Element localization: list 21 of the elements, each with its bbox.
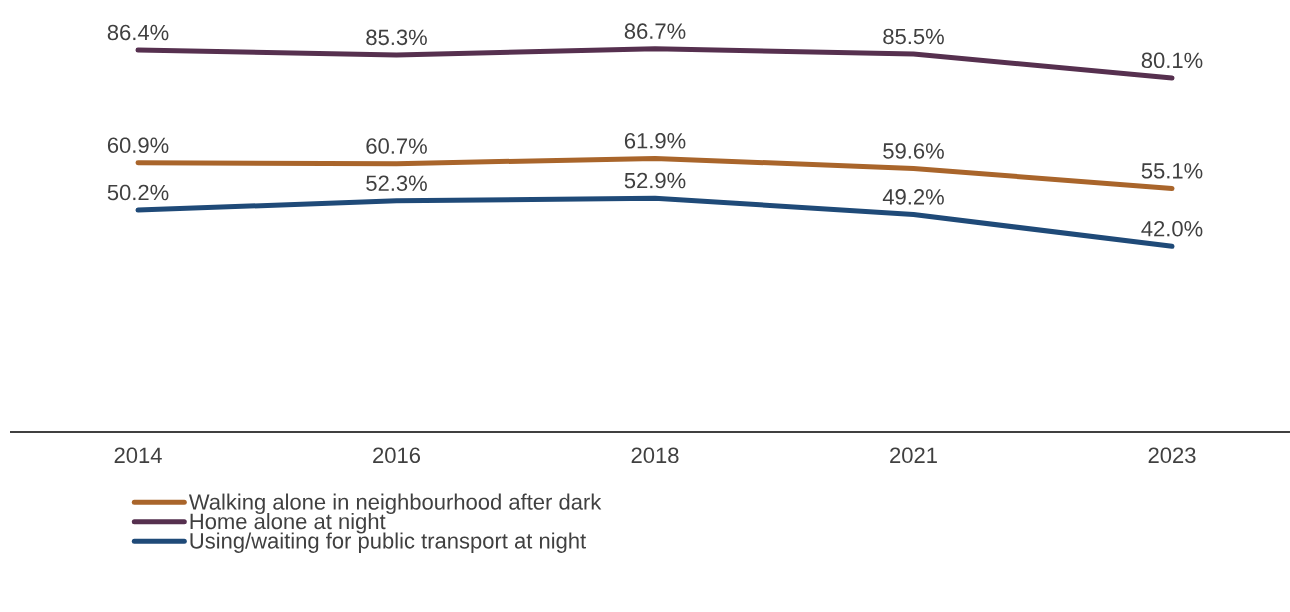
data-label: 60.7% — [366, 138, 427, 154]
x-tick-label: 2016 — [373, 447, 421, 464]
legend-label: Using/waiting for public transport at night — [190, 532, 587, 553]
data-label: 61.9% — [624, 132, 686, 149]
data-label: 52.9% — [624, 172, 686, 189]
data-label: 86.4% — [107, 24, 169, 41]
data-label: 86.7% — [624, 23, 686, 39]
x-tick-label: 2014 — [114, 447, 162, 464]
data-label: 80.1% — [1141, 52, 1203, 69]
data-label: 50.2% — [107, 184, 169, 201]
data-label: 52.3% — [366, 175, 427, 191]
data-label: 49.2% — [882, 189, 944, 205]
data-label: 85.5% — [883, 28, 944, 45]
data-label: 60.9% — [107, 137, 169, 153]
data-label: 59.6% — [883, 143, 944, 159]
x-tick-label: 2023 — [1148, 447, 1196, 464]
x-tick-label: 2018 — [631, 447, 679, 464]
data-label: 85.3% — [366, 29, 427, 46]
data-label: 55.1% — [1141, 163, 1203, 179]
x-tick-label: 2021 — [890, 447, 937, 464]
data-label: 42.0% — [1141, 220, 1203, 237]
